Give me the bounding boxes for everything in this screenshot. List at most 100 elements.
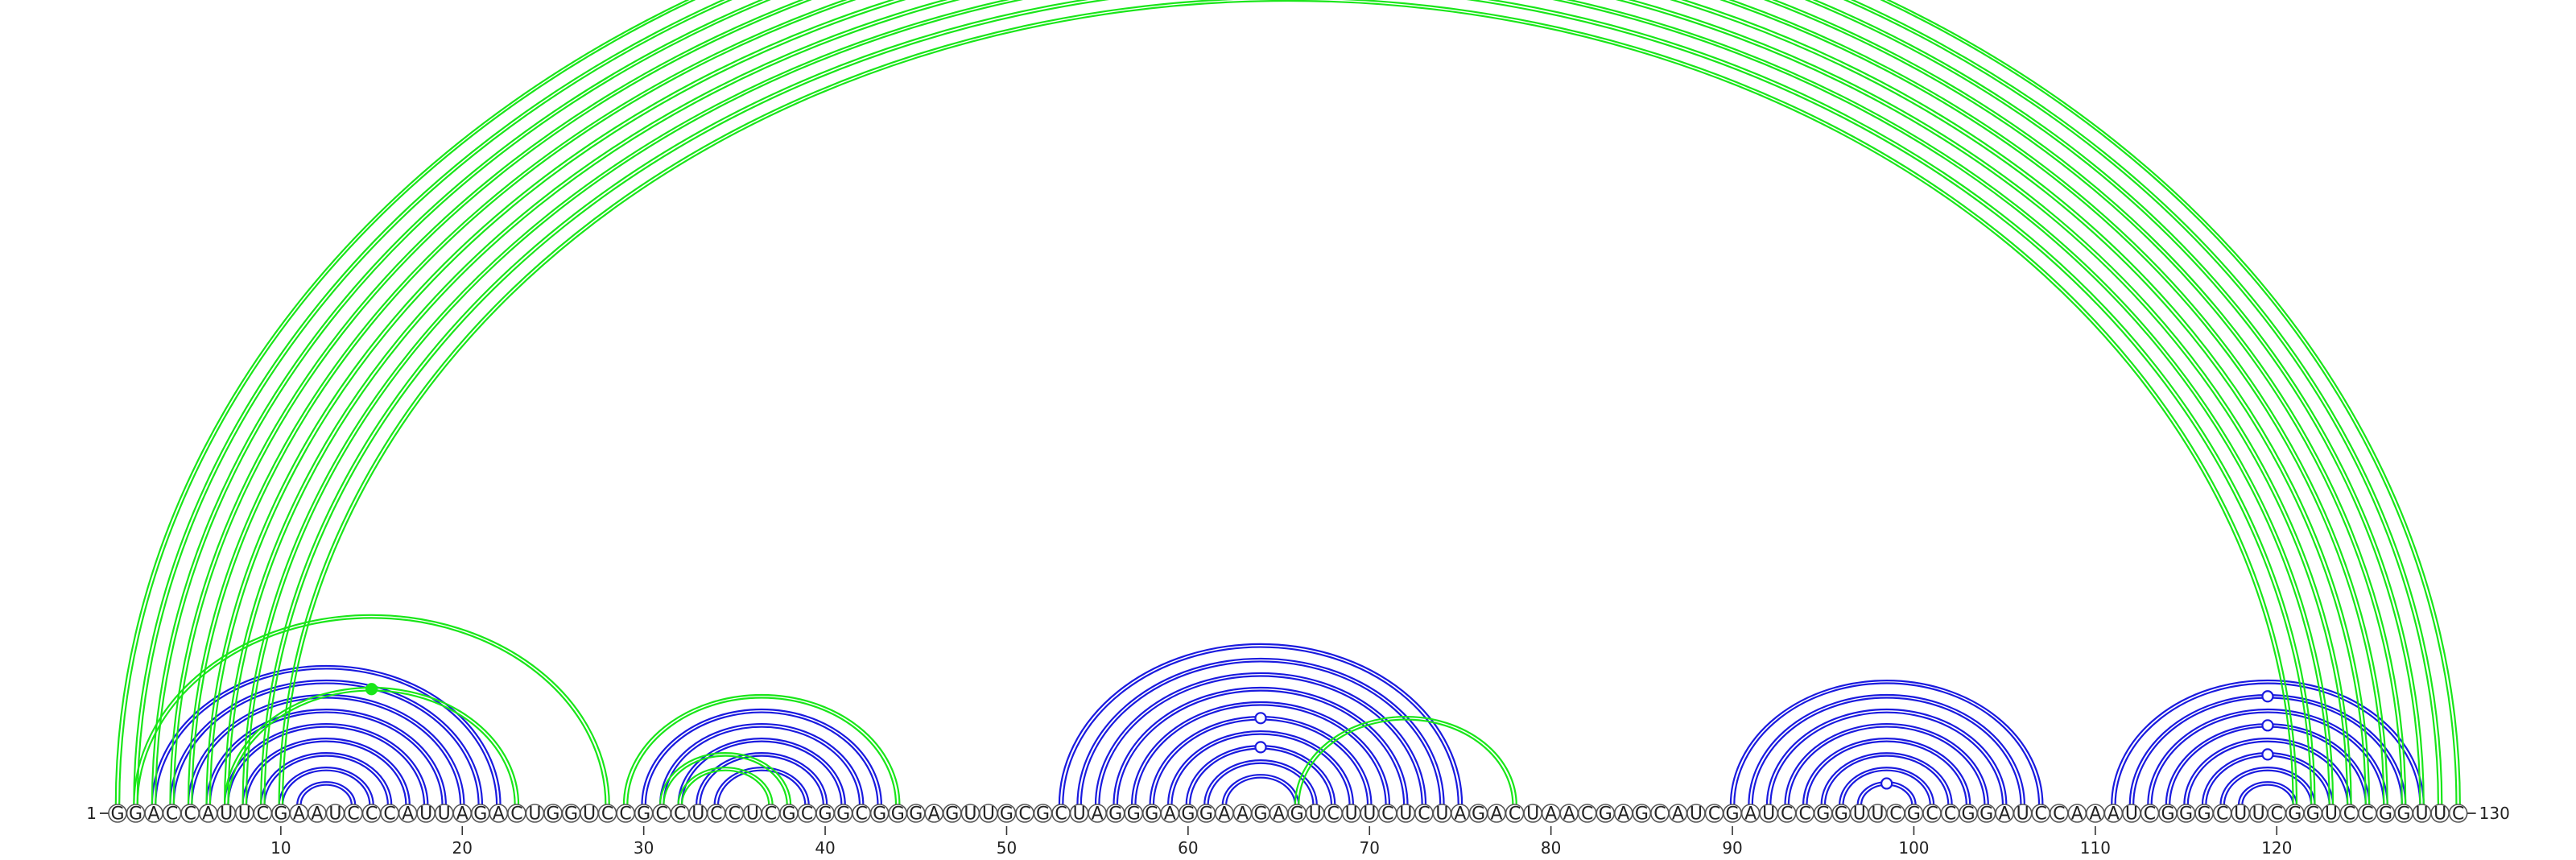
arc-57-71-strand-1 <box>1134 704 1387 806</box>
nucleotide-115: G <box>2176 804 2196 825</box>
nucleotide-letter: G <box>473 804 487 825</box>
arc-96-101-strand-2 <box>1839 767 1935 806</box>
nucleotide-52: G <box>1033 804 1053 825</box>
tick-label-50: 50 <box>997 838 1017 857</box>
nucleotide-22: A <box>489 804 509 825</box>
nucleotide-59: A <box>1160 804 1180 825</box>
nucleotide-letter: C <box>1327 804 1339 825</box>
nucleotide-39: C <box>797 804 817 825</box>
arc-11-14-strand-1 <box>299 784 353 806</box>
nucleotide-45: G <box>906 804 926 825</box>
arc-55-73-strand-1 <box>1098 675 1423 806</box>
nucleotide-letter: C <box>383 804 395 825</box>
arc-32-37-strand-1 <box>680 769 770 806</box>
nucleotide-84: A <box>1614 804 1633 825</box>
arc-marker-116-123 <box>2261 748 2274 761</box>
nucleotide-130: C <box>2448 804 2468 825</box>
arc-7-18-strand-2 <box>223 723 429 806</box>
arc-10-121-strand-2 <box>278 0 2298 806</box>
nucleotide-letter: G <box>819 804 832 825</box>
arc-114-125-strand-2 <box>2165 723 2371 806</box>
arc-30-43-strand-1 <box>644 711 879 806</box>
arc-marker-114-125 <box>2261 719 2274 732</box>
nucleotide-letter: G <box>945 804 959 825</box>
nucleotide-34: C <box>707 804 726 825</box>
nucleotide-9: C <box>253 804 273 825</box>
nucleotide-letter: G <box>836 804 850 825</box>
arc-8-123-strand-1 <box>245 0 2330 806</box>
arc-9-16-strand-1 <box>263 755 389 806</box>
nucleotide-letter: G <box>1199 804 1213 825</box>
start-position-label: 1 <box>86 804 97 823</box>
arc-31-42-strand-1 <box>663 726 861 806</box>
tick-label-90: 90 <box>1722 838 1742 857</box>
arc-2-28-strand-2 <box>133 614 610 806</box>
nucleotide-63: A <box>1232 804 1253 825</box>
arc-94-103-strand-2 <box>1802 738 1971 806</box>
arc-11-14-strand-2 <box>296 781 357 806</box>
nucleotide-letter: A <box>1164 804 1176 825</box>
nucleotide-letter: G <box>1907 804 1921 825</box>
arc-55-73-strand-2 <box>1094 672 1427 806</box>
nucleotide-letter: G <box>564 804 578 825</box>
arc-marker-97-100 <box>1880 777 1893 790</box>
nucleotide-letter: A <box>2089 804 2101 825</box>
nucleotide-letter: G <box>2179 804 2193 825</box>
nucleotide-77: A <box>1487 804 1506 825</box>
nucleotide-letter: G <box>1726 804 1740 825</box>
nucleotide-27: U <box>580 804 599 825</box>
nucleotide-letter: C <box>2452 804 2464 825</box>
nucleotide-letter: U <box>2234 804 2247 825</box>
nucleotide-120: C <box>2267 804 2287 825</box>
nucleotide-letter: U <box>2325 804 2338 825</box>
nucleotide-119: U <box>2248 804 2268 825</box>
nucleotide-letter: U <box>1762 804 1775 825</box>
arc-10-15-strand-2 <box>278 767 374 806</box>
nucleotide-66: G <box>1287 804 1307 825</box>
nucleotide-118: U <box>2231 804 2250 825</box>
arc-29-44-strand-2 <box>622 693 901 806</box>
tick-label-120: 120 <box>2261 838 2292 857</box>
tick-label-10: 10 <box>270 838 291 857</box>
nucleotide-19: U <box>434 804 454 825</box>
nucleotide-122: G <box>2303 804 2323 825</box>
nucleotide-letter: C <box>2271 804 2283 825</box>
nucleotide-letter: U <box>1073 804 1086 825</box>
arc-7-18-strand-1 <box>227 726 426 806</box>
nucleotide-76: G <box>1468 804 1488 825</box>
nucleotide-124: C <box>2339 804 2359 825</box>
nucleotide-57: G <box>1124 804 1144 825</box>
nucleotide-103: G <box>1959 804 1978 825</box>
nucleotide-letter: U <box>1853 804 1866 825</box>
nucleotide-letter: U <box>328 804 341 825</box>
nucleotide-letter: A <box>2071 804 2083 825</box>
arc-29-44-strand-1 <box>626 697 898 806</box>
tick-label-20: 20 <box>452 838 473 857</box>
nucleotide-letter: G <box>891 804 905 825</box>
nucleotide-letter: C <box>729 804 741 825</box>
nucleotide-letter: C <box>166 804 178 825</box>
arc-marker-58-70 <box>1254 712 1267 725</box>
nucleotide-98: U <box>1868 804 1888 825</box>
arc-4-127-strand-1 <box>172 0 2403 806</box>
nucleotide-letter: C <box>510 804 522 825</box>
nucleotide-letter: C <box>1055 804 1067 825</box>
nucleotide-letter: G <box>1036 804 1050 825</box>
nucleotide-letter: C <box>801 804 813 825</box>
nucleotide-letter: A <box>1545 804 1557 825</box>
nucleotide-71: C <box>1378 804 1397 825</box>
nucleotide-107: C <box>2031 804 2051 825</box>
nucleotide-8: U <box>234 804 254 825</box>
nucleotide-46: A <box>924 804 944 825</box>
nucleotide-letter: G <box>274 804 287 825</box>
arc-92-105-strand-1 <box>1769 711 2004 806</box>
arc-3-22-strand-1 <box>155 668 498 806</box>
nucleotide-letter: A <box>1744 804 1757 825</box>
nucleotide-letter: U <box>2252 804 2265 825</box>
arc-32-41-strand-2 <box>677 738 846 806</box>
arc-66-78-strand-2 <box>1294 716 1517 806</box>
arc-61-67-strand-1 <box>1207 762 1315 806</box>
nucleotide-105: A <box>1995 804 2014 825</box>
